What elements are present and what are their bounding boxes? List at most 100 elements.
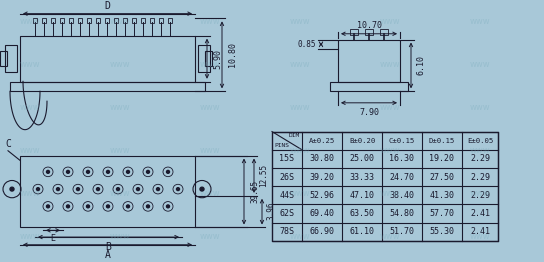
Text: www: www	[110, 189, 131, 198]
Text: www: www	[110, 146, 131, 155]
Text: 2.29: 2.29	[470, 173, 490, 182]
Text: 12.55: 12.55	[259, 164, 268, 187]
Circle shape	[66, 170, 70, 173]
Text: 78S: 78S	[280, 227, 294, 236]
Text: www: www	[200, 232, 221, 241]
Bar	[96, 18, 100, 23]
Text: www: www	[110, 103, 131, 112]
Circle shape	[77, 188, 79, 190]
Text: www: www	[200, 189, 221, 198]
Bar	[5, 45, 17, 72]
Bar	[338, 40, 400, 82]
Circle shape	[46, 170, 50, 173]
Text: 16.30: 16.30	[390, 154, 415, 163]
Text: www: www	[380, 232, 400, 241]
Circle shape	[46, 205, 50, 208]
Circle shape	[86, 170, 90, 173]
Text: 5.90: 5.90	[213, 49, 222, 69]
Circle shape	[166, 170, 170, 173]
Text: www: www	[110, 17, 131, 25]
Bar	[69, 18, 73, 23]
Circle shape	[137, 188, 139, 190]
Text: www: www	[470, 232, 491, 241]
Text: www: www	[470, 17, 491, 25]
Text: 55.30: 55.30	[430, 227, 454, 236]
Text: D: D	[104, 1, 110, 11]
Text: www: www	[110, 60, 131, 69]
Text: 41.30: 41.30	[430, 191, 454, 200]
Text: 26S: 26S	[280, 173, 294, 182]
Text: www: www	[470, 60, 491, 69]
Text: www: www	[380, 60, 400, 69]
Bar	[123, 18, 127, 23]
Text: www: www	[470, 146, 491, 155]
Circle shape	[176, 188, 180, 190]
Text: D±0.15: D±0.15	[429, 138, 455, 144]
Circle shape	[57, 188, 59, 190]
Text: www: www	[290, 17, 311, 25]
Bar	[42, 18, 46, 23]
Text: www: www	[290, 232, 311, 241]
Bar	[159, 18, 163, 23]
Text: www: www	[200, 17, 221, 25]
Text: 69.40: 69.40	[310, 209, 335, 218]
Circle shape	[107, 205, 109, 208]
Text: 51.70: 51.70	[390, 227, 415, 236]
Circle shape	[86, 205, 90, 208]
Text: 63.50: 63.50	[349, 209, 374, 218]
Text: 30.80: 30.80	[310, 154, 335, 163]
Text: www: www	[380, 103, 400, 112]
Text: 10.80: 10.80	[228, 42, 237, 67]
Text: A: A	[104, 250, 110, 260]
Bar	[114, 18, 118, 23]
Bar	[87, 18, 91, 23]
Bar	[168, 18, 172, 23]
Text: 52.96: 52.96	[310, 191, 335, 200]
Text: www: www	[110, 232, 131, 241]
Text: www: www	[20, 232, 41, 241]
Text: DIM: DIM	[289, 134, 300, 139]
Text: www: www	[470, 103, 491, 112]
Text: www: www	[20, 189, 41, 198]
Text: www: www	[290, 103, 311, 112]
Text: 2.41: 2.41	[470, 227, 490, 236]
Text: www: www	[290, 146, 311, 155]
Bar	[330, 82, 408, 91]
Bar	[380, 29, 388, 35]
Text: www: www	[290, 189, 311, 198]
Text: 19.20: 19.20	[430, 154, 454, 163]
Text: 25.00: 25.00	[349, 154, 374, 163]
Text: 7.90: 7.90	[359, 108, 379, 117]
Text: 27.50: 27.50	[430, 173, 454, 182]
Text: www: www	[200, 146, 221, 155]
Text: C: C	[5, 139, 11, 149]
Text: www: www	[20, 146, 41, 155]
Circle shape	[146, 205, 150, 208]
Bar	[20, 156, 195, 227]
Circle shape	[127, 205, 129, 208]
Text: 10.70: 10.70	[356, 21, 381, 30]
Circle shape	[127, 170, 129, 173]
Text: 2.29: 2.29	[470, 191, 490, 200]
Bar	[0, 51, 7, 66]
Circle shape	[146, 170, 150, 173]
Text: 57.70: 57.70	[430, 209, 454, 218]
Text: www: www	[380, 146, 400, 155]
Text: 38.40: 38.40	[390, 191, 415, 200]
Text: 39.65: 39.65	[250, 179, 259, 203]
Text: 3.96: 3.96	[267, 202, 276, 220]
Text: www: www	[20, 17, 41, 25]
Bar	[33, 18, 37, 23]
Text: 6.10: 6.10	[416, 56, 425, 75]
Text: www: www	[470, 189, 491, 198]
Text: 2.29: 2.29	[470, 154, 490, 163]
Bar	[60, 18, 64, 23]
Circle shape	[36, 188, 40, 190]
Bar	[78, 18, 82, 23]
Text: 62S: 62S	[280, 209, 294, 218]
Text: 47.10: 47.10	[349, 191, 374, 200]
Circle shape	[96, 188, 100, 190]
Text: 61.10: 61.10	[349, 227, 374, 236]
Text: A±0.25: A±0.25	[309, 138, 335, 144]
Text: 2.41: 2.41	[470, 209, 490, 218]
